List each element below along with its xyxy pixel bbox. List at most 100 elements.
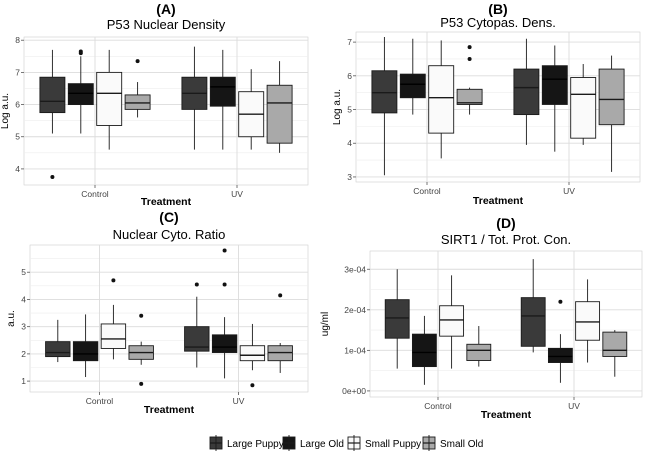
plot-area <box>29 244 309 393</box>
y-tick-label: 4 <box>347 138 352 148</box>
box-iqr <box>547 347 573 363</box>
box-iqr <box>45 341 71 358</box>
legend-label: Large Puppy <box>227 439 284 450</box>
y-tick-label: 7 <box>15 67 20 77</box>
box-small-old <box>128 313 154 386</box>
box-small-old <box>602 330 628 377</box>
box-small-old <box>267 293 293 373</box>
legend-item-small-puppy: Small Puppy <box>347 435 421 451</box>
box-iqr <box>466 343 492 361</box>
box-iqr <box>211 334 238 353</box>
box-outlier <box>278 293 283 298</box>
box-outlier <box>558 299 563 304</box>
box-large-old <box>541 45 568 152</box>
box-large-old <box>72 314 99 378</box>
box-iqr <box>384 299 410 339</box>
box-iqr <box>266 84 293 144</box>
y-tick-label: 3 <box>347 172 352 182</box>
y-tick-label: 6 <box>15 100 20 110</box>
box-outlier <box>135 59 140 64</box>
y-tick-label: 2 <box>21 349 26 359</box>
y-tick-label: 3 <box>21 322 26 332</box>
box-outlier <box>222 282 227 287</box>
plot-area <box>23 36 309 186</box>
x-axis-title: Treatment <box>473 195 524 207</box>
box-large-old <box>411 315 437 385</box>
box-iqr <box>67 83 94 106</box>
box-small-puppy <box>439 275 465 369</box>
x-tick-label: Control <box>86 396 114 406</box>
box-outlier <box>78 49 83 54</box>
y-tick-label: 1e-04 <box>344 345 366 355</box>
box-large-puppy <box>184 282 210 368</box>
x-tick-label: UV <box>233 396 245 406</box>
box-iqr <box>456 88 483 105</box>
x-tick-label: UV <box>568 401 580 411</box>
box-iqr <box>575 301 601 341</box>
box-small-puppy <box>428 40 455 159</box>
y-tick-label: 7 <box>347 37 352 47</box>
y-axis-title: Log a.u. <box>0 93 11 129</box>
box-iqr <box>520 297 546 347</box>
x-tick-label: Control <box>81 189 109 199</box>
panel-title: Nuclear Cyto. Ratio <box>113 227 226 242</box>
box-iqr <box>541 65 568 105</box>
box-iqr <box>72 341 99 362</box>
box-iqr <box>570 77 597 139</box>
box-outlier <box>222 248 227 253</box>
x-tick-label: UV <box>231 189 243 199</box>
x-tick-label: Control <box>424 401 452 411</box>
box-large-puppy <box>371 37 398 176</box>
y-tick-label: 4 <box>21 294 26 304</box>
box-iqr <box>439 305 465 337</box>
box-iqr <box>428 65 455 134</box>
x-axis-title: Treatment <box>144 404 195 416</box>
box-large-puppy <box>45 319 71 363</box>
box-small-old <box>124 59 151 118</box>
box-small-puppy <box>570 64 597 145</box>
x-tick-label: UV <box>563 186 575 196</box>
legend-label: Small Puppy <box>365 439 421 450</box>
panel-2: (B)P53 Cytopas. Dens. 3 4 5 6 7 Control UV Treat… <box>332 1 641 207</box>
box-outlier <box>467 45 472 50</box>
box-large-puppy <box>384 269 410 369</box>
panel-title: P53 Cytopas. Dens. <box>440 15 556 30</box>
panel-title: P53 Nuclear Density <box>107 17 226 32</box>
panel-4: (D)SIRT1 / Tot. Prot. Con. 0e+00 1e-04 2e-0… <box>320 215 643 421</box>
box-small-puppy <box>575 279 601 363</box>
box-large-puppy <box>181 46 208 150</box>
x-axis-title: Treatment <box>481 409 532 421</box>
plot-area <box>355 31 641 183</box>
y-tick-label: 3e-04 <box>344 264 366 274</box>
y-axis-title: ug/ml <box>320 312 331 336</box>
box-large-old <box>399 38 426 115</box>
box-large-puppy <box>520 259 546 353</box>
box-outlier <box>250 383 255 388</box>
box-large-puppy <box>39 49 66 179</box>
box-large-old <box>209 49 236 150</box>
box-small-puppy <box>238 69 265 150</box>
box-iqr <box>39 76 66 114</box>
box-small-old <box>466 326 492 367</box>
box-large-old <box>547 299 573 383</box>
box-small-puppy <box>239 323 266 388</box>
panel-title: SIRT1 / Tot. Prot. Con. <box>441 232 571 247</box>
box-iqr <box>399 73 426 99</box>
y-tick-label: 5 <box>347 105 352 115</box>
panel-letter: (A) <box>156 1 175 17</box>
y-tick-label: 6 <box>347 71 352 81</box>
box-outlier <box>139 313 144 318</box>
box-iqr <box>411 333 437 368</box>
box-iqr <box>371 70 398 114</box>
y-tick-label: 2e-04 <box>344 305 366 315</box>
y-tick-label: 4 <box>15 164 20 174</box>
legend-label: Small Old <box>440 439 483 450</box>
box-outlier <box>194 282 199 287</box>
box-small-old <box>598 55 625 172</box>
box-outlier <box>50 174 55 179</box>
legend-item-small-old: Small Old <box>422 435 483 451</box>
legend-item-large-puppy: Large Puppy <box>209 435 284 451</box>
box-iqr <box>239 345 266 362</box>
box-small-old <box>266 61 293 153</box>
